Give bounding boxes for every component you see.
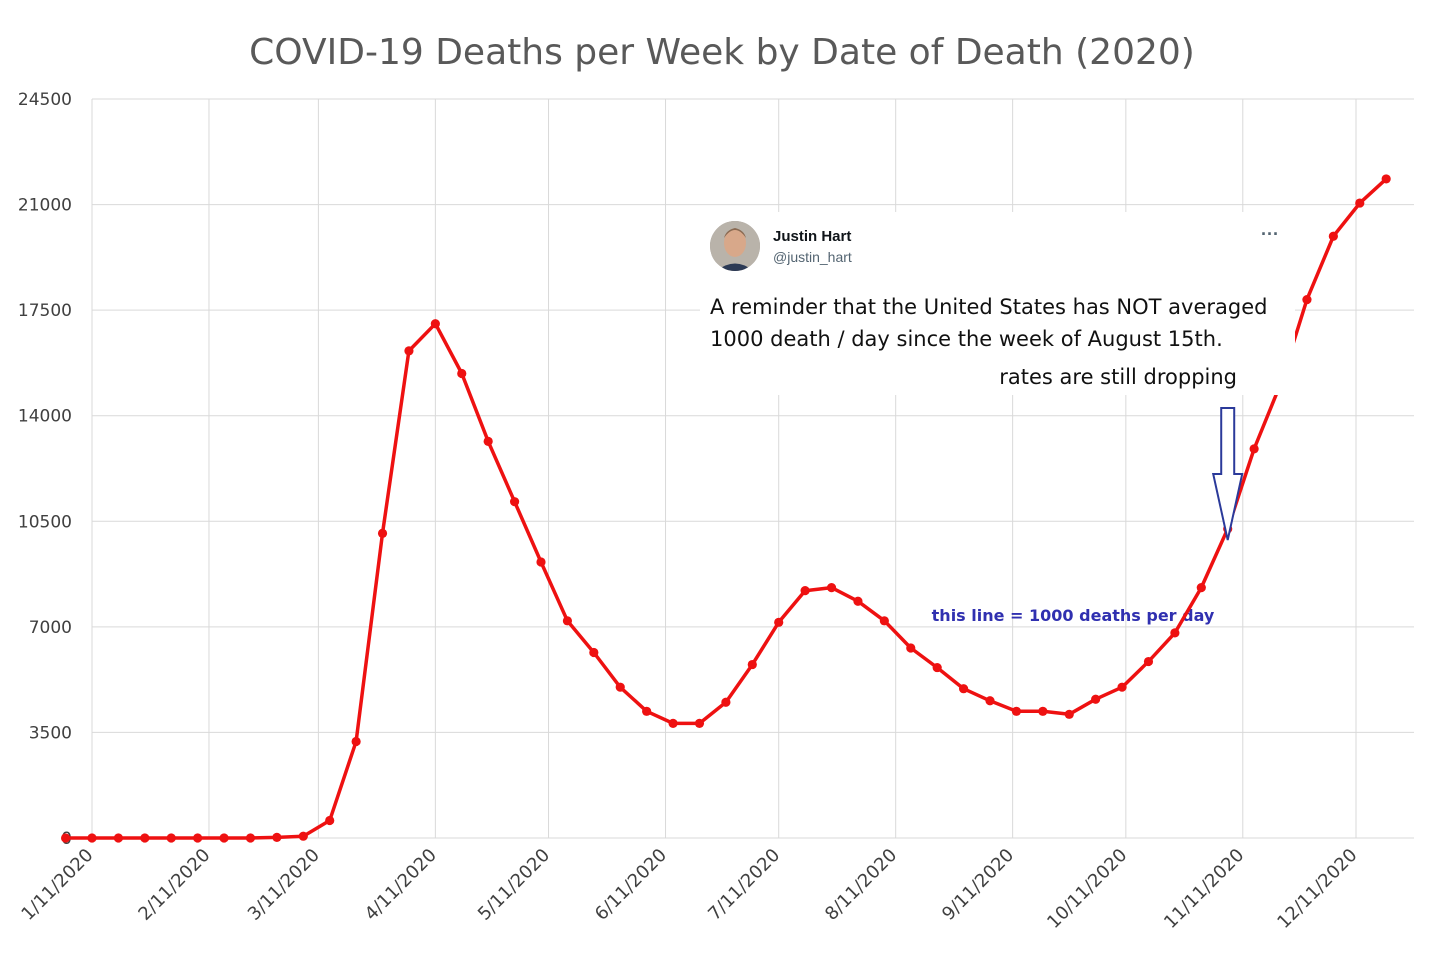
x-tick-label: 3/11/2020 <box>244 845 324 925</box>
tweet-annotation: Justin Hart @justin_hart ··· A reminder … <box>700 212 1295 395</box>
data-point <box>219 833 229 843</box>
down-arrow-icon <box>1211 407 1244 541</box>
more-options-icon[interactable]: ··· <box>1261 224 1279 244</box>
x-tick-label: 4/11/2020 <box>361 845 441 925</box>
data-point <box>272 832 282 842</box>
x-tick-label: 5/11/2020 <box>474 845 554 925</box>
x-tick-label: 8/11/2020 <box>821 845 901 925</box>
x-tick-label: 10/11/2020 <box>1043 845 1131 933</box>
data-point <box>985 696 995 706</box>
data-point <box>1091 694 1101 704</box>
tweet-text-line-2: 1000 death / day since the week of Augus… <box>710 327 1223 351</box>
x-tick-label: 12/11/2020 <box>1273 845 1361 933</box>
x-tick-label: 11/11/2020 <box>1160 845 1248 933</box>
data-point <box>1381 174 1391 184</box>
y-tick-label: 14000 <box>18 407 72 427</box>
data-point <box>642 706 652 716</box>
data-point <box>615 682 625 692</box>
data-point <box>113 833 124 843</box>
vertical-gridlines <box>91 99 1357 838</box>
data-point <box>457 368 467 379</box>
data-point <box>879 616 889 626</box>
chart-title: COVID-19 Deaths per Week by Date of Deat… <box>249 32 1195 73</box>
data-point <box>60 833 71 843</box>
data-point <box>1196 583 1206 593</box>
x-tick-label: 1/11/2020 <box>17 845 97 925</box>
data-point <box>1328 231 1338 241</box>
data-point <box>774 617 784 627</box>
data-point <box>1302 294 1312 305</box>
avatar <box>710 221 760 271</box>
data-point <box>1064 709 1074 719</box>
y-tick-label: 21000 <box>18 196 72 216</box>
data-point <box>351 736 361 747</box>
data-point <box>483 436 493 446</box>
data-point <box>747 659 757 670</box>
data-point <box>87 833 97 843</box>
data-point <box>298 831 308 841</box>
data-point <box>325 815 335 826</box>
data-point <box>906 643 916 653</box>
tweet-text-line-1: A reminder that the United States has NO… <box>710 295 1267 319</box>
data-point <box>140 833 150 843</box>
data-point <box>509 497 520 507</box>
data-point <box>958 684 969 694</box>
y-tick-label: 10500 <box>18 512 72 532</box>
data-point <box>800 586 810 596</box>
x-tick-label: 7/11/2020 <box>704 845 784 925</box>
horizontal-gridlines <box>92 98 1414 839</box>
data-point <box>826 583 837 593</box>
y-tick-label: 17500 <box>18 301 72 321</box>
y-axis-ticks: 0350070001050014000175002100024500 <box>18 90 72 849</box>
data-point <box>1355 198 1365 208</box>
tweet-author-handle: @justin_hart <box>773 249 852 265</box>
reference-line-label: this line = 1000 deaths per day <box>932 606 1215 625</box>
data-point <box>193 833 203 843</box>
data-point <box>721 697 731 707</box>
series-deaths <box>60 174 1391 843</box>
y-tick-label: 7000 <box>29 618 72 638</box>
y-tick-label: 3500 <box>29 723 72 743</box>
data-point <box>1038 706 1048 716</box>
annotation-note: rates are still dropping <box>999 365 1237 389</box>
data-point <box>1249 444 1259 454</box>
x-tick-label: 2/11/2020 <box>134 845 214 925</box>
data-point <box>853 596 863 606</box>
data-point <box>1143 656 1154 667</box>
data-point <box>404 346 414 356</box>
data-point <box>1011 706 1022 716</box>
tweet-author-name: Justin Hart <box>773 228 851 245</box>
y-tick-label: 24500 <box>18 90 72 110</box>
data-point <box>668 718 678 728</box>
x-tick-label: 6/11/2020 <box>591 845 671 925</box>
data-point <box>377 528 388 538</box>
data-point <box>589 647 599 658</box>
data-point <box>1117 682 1127 692</box>
data-point <box>1170 628 1180 638</box>
data-point <box>245 833 256 843</box>
data-point <box>166 833 176 843</box>
data-point <box>562 616 573 626</box>
data-point <box>536 557 546 567</box>
x-axis-ticks: 1/11/2020 2/11/2020 3/11/2020 4/11/2020 5/11… <box>17 845 1361 933</box>
data-point <box>430 319 440 329</box>
x-tick-label: 9/11/2020 <box>938 845 1018 925</box>
arrow-shape <box>1211 407 1244 541</box>
tweet-card-background <box>700 212 1295 395</box>
data-point <box>932 662 942 673</box>
data-point <box>694 718 705 728</box>
